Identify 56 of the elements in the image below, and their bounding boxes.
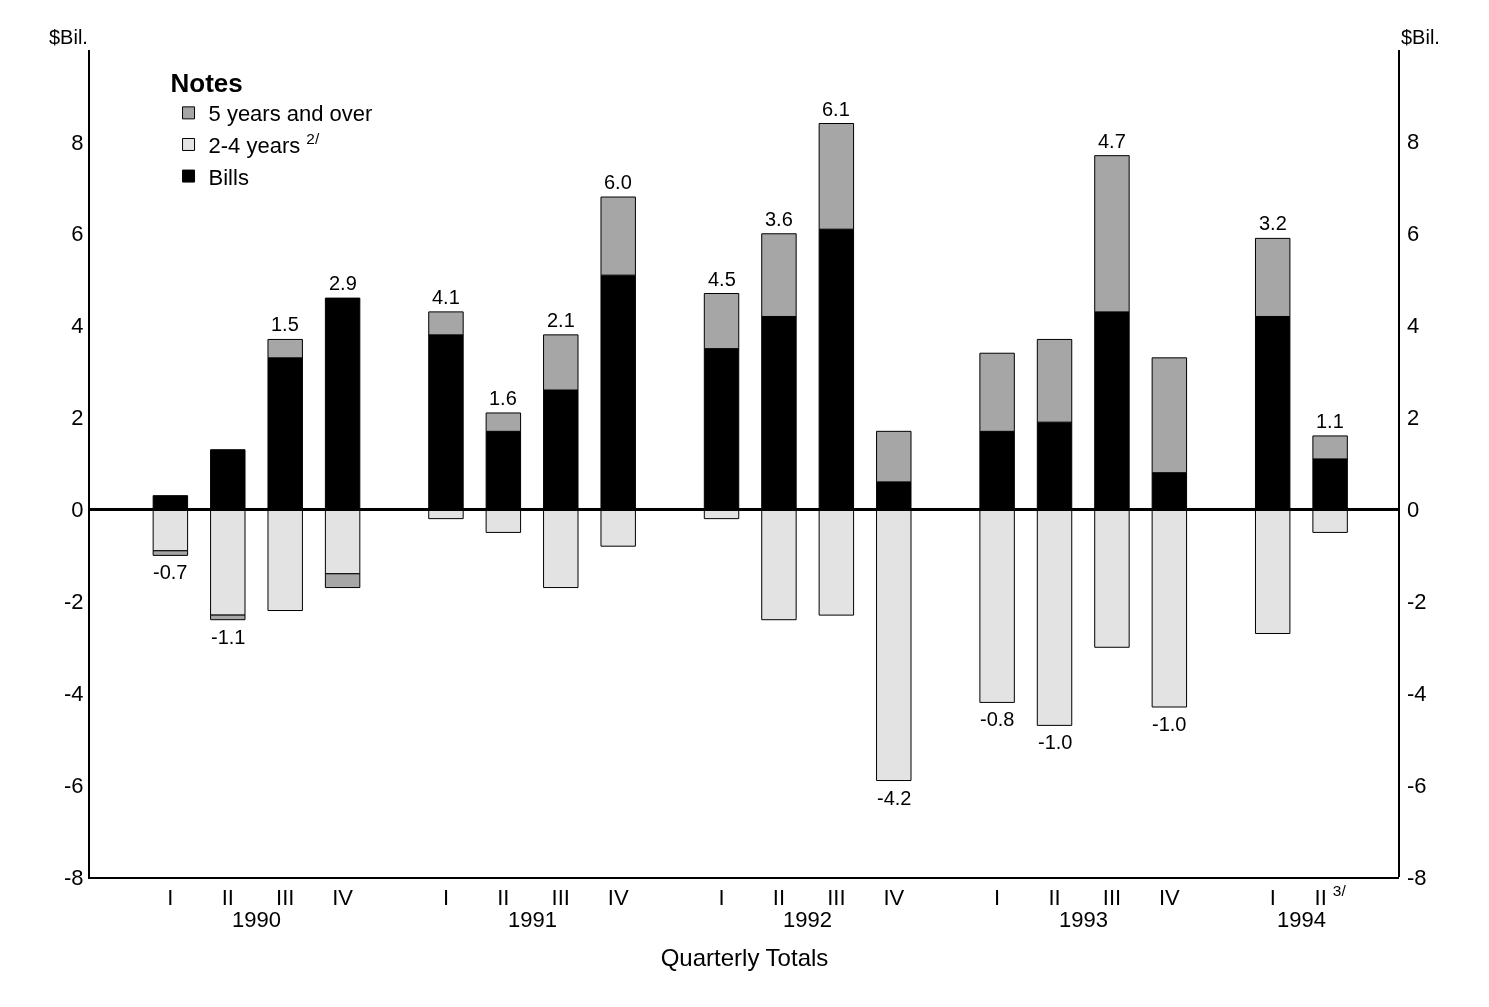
y-axis-title: $Bil. <box>49 26 88 48</box>
y2-tick-label: 0 <box>1407 497 1420 522</box>
y2-tick-label: 6 <box>1407 221 1420 246</box>
x-tick-label: II <box>772 885 786 911</box>
x-tick-label: II <box>497 885 510 911</box>
x-tick-label: I <box>442 885 450 911</box>
x-tick-label: IV <box>1158 885 1181 911</box>
total-label: 3.6 <box>765 208 793 230</box>
total-label: 2.9 <box>329 272 357 294</box>
legend-label: 2-4 years $^{2/}$ <box>208 129 320 159</box>
y-tick-label: 6 <box>71 221 84 247</box>
y-tick-label: 8 <box>71 129 84 155</box>
total-label: -0.8 <box>980 708 1015 730</box>
total-label: 3.2 <box>1259 212 1287 234</box>
y-tick-label: -8 <box>64 864 84 890</box>
x-tick-label: I <box>167 885 174 911</box>
total-label: -1.0 <box>1152 713 1187 735</box>
y2-tick-label: -4 <box>1407 681 1427 706</box>
total-label: 6.0 <box>604 171 632 193</box>
total-label: 1.6 <box>489 387 517 409</box>
x-tick-label: IV <box>883 885 905 911</box>
y-tick-label: 0 <box>71 497 84 523</box>
legend-title: Notes <box>170 68 243 99</box>
legend-label: Bills <box>208 164 249 190</box>
total-label: -1.1 <box>211 626 246 648</box>
total-label: 4.7 <box>1098 130 1126 152</box>
total-label: -4.2 <box>877 787 912 809</box>
x-tick-label: IV <box>332 885 354 911</box>
total-label: 4.5 <box>708 268 736 290</box>
x-tick-label: II <box>221 885 234 911</box>
total-label: 2.1 <box>547 309 575 331</box>
x-tick-label: II <box>1048 885 1061 911</box>
total-label: 6.1 <box>822 98 850 120</box>
total-label: 4.1 <box>432 286 460 308</box>
y-tick-label: -6 <box>64 772 84 798</box>
y2-tick-label: 8 <box>1407 129 1420 154</box>
y2-tick-label: 2 <box>1407 405 1420 430</box>
total-label: 1.5 <box>271 313 299 335</box>
x-tick-label: I <box>994 885 1001 911</box>
y2-tick-label: -6 <box>1407 773 1427 798</box>
x-axis-title: Quarterly Totals <box>660 944 829 972</box>
x-tick-label: I <box>1269 885 1276 911</box>
x-tick-label: I <box>718 885 725 911</box>
y2-tick-label: -2 <box>1407 589 1427 614</box>
y2-axis-title: $Bil. <box>1401 26 1440 48</box>
y-tick-label: -2 <box>64 589 84 615</box>
y2-tick-label: -8 <box>1407 865 1427 890</box>
total-label: -0.7 <box>153 561 188 583</box>
total-label: 1.1 <box>1316 410 1344 432</box>
total-label: -1.0 <box>1038 731 1073 753</box>
legend-label: 5 years and over <box>208 101 373 127</box>
y-tick-label: -4 <box>64 680 84 706</box>
y-tick-label: 2 <box>71 405 84 431</box>
y-tick-label: 4 <box>71 313 84 339</box>
y2-tick-label: 4 <box>1407 313 1420 338</box>
x-tick-label: IV <box>607 885 629 911</box>
